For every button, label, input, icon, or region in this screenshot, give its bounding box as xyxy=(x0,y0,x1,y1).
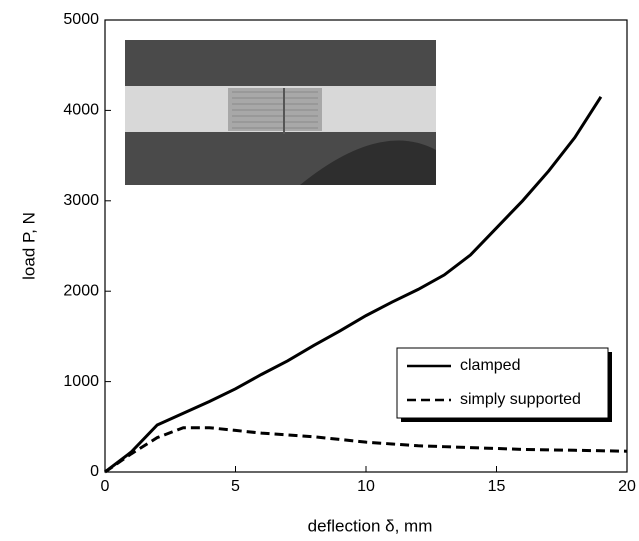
x-axis-label: deflection δ, mm xyxy=(308,516,433,535)
legend-label: simply supported xyxy=(460,391,581,408)
x-tick-label: 5 xyxy=(231,478,240,495)
y-axis-label: load P, N xyxy=(19,212,38,280)
x-tick-label: 10 xyxy=(357,478,375,495)
legend-label: clamped xyxy=(460,357,520,374)
y-tick-label: 3000 xyxy=(63,192,99,209)
inset-photo xyxy=(125,40,436,185)
y-tick-label: 5000 xyxy=(63,11,99,28)
y-tick-label: 4000 xyxy=(63,102,99,119)
line-series xyxy=(104,96,603,474)
x-tick-label: 20 xyxy=(618,478,636,495)
x-tick-label: 0 xyxy=(101,478,110,495)
y-tick-label: 0 xyxy=(90,463,99,480)
legend-box xyxy=(396,347,609,419)
line-series xyxy=(104,426,628,474)
y-tick-label: 1000 xyxy=(63,373,99,390)
x-tick-label: 15 xyxy=(488,478,506,495)
y-tick-label: 2000 xyxy=(63,282,99,299)
